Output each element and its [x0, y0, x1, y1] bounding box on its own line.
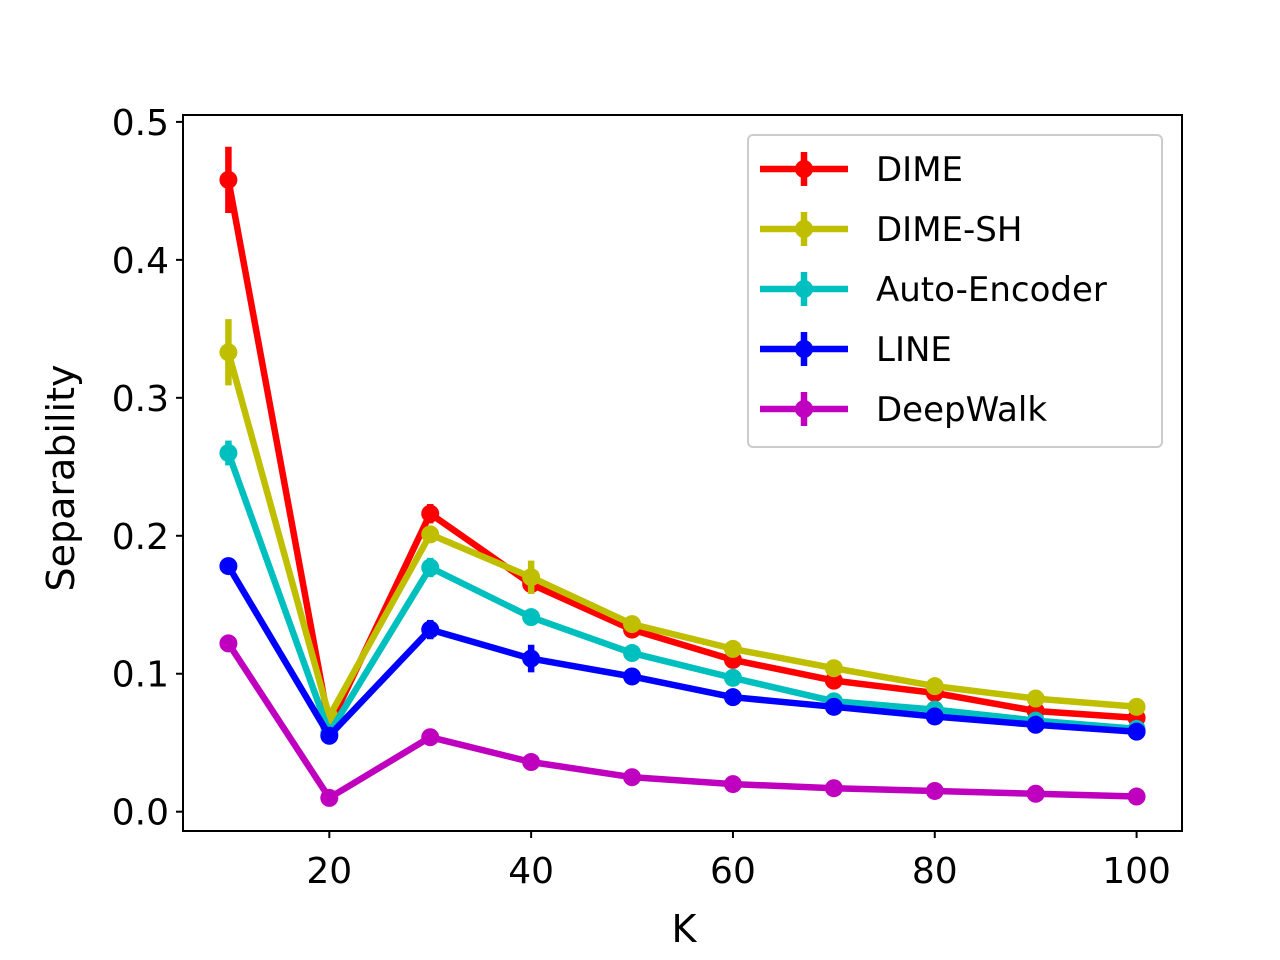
data-point-deepwalk [522, 753, 541, 772]
data-point-deepwalk [925, 781, 944, 800]
axes-layer: 20 40 60 80 100 0.0 0.1 0.2 0.3 0.4 0.5 [112, 103, 1171, 892]
data-point-deepwalk [219, 634, 238, 653]
data-point-line [1026, 715, 1045, 734]
data-point-line [1127, 722, 1146, 741]
y-axis-title: Separability [39, 365, 83, 592]
data-point-line [723, 688, 742, 707]
data-point-auto-encoder [522, 608, 541, 627]
series-line [219, 557, 1146, 745]
data-point-dime-sh [1127, 697, 1146, 716]
x-tick-label: 40 [508, 851, 554, 892]
series-deepwalk [219, 634, 1146, 807]
data-point-line [824, 697, 843, 716]
data-point-line [421, 620, 440, 639]
data-point-line [623, 667, 642, 686]
y-tick-label: 0.4 [112, 241, 169, 282]
data-point-deepwalk [320, 788, 339, 807]
series-line-auto-encoder [225, 451, 1137, 737]
data-point-line [925, 707, 944, 726]
data-point-deepwalk [723, 775, 742, 794]
y-tick-label: 0.2 [112, 517, 169, 558]
legend-label-line: LINE [876, 330, 952, 370]
data-point-auto-encoder [219, 443, 238, 462]
data-point-dime-sh [522, 568, 541, 587]
legend-box [747, 134, 1163, 448]
y-tick-label: 0.1 [112, 655, 169, 696]
x-tick-label: 100 [1102, 851, 1171, 892]
data-point-deepwalk [623, 768, 642, 787]
data-point-deepwalk [1026, 784, 1045, 803]
x-tick-label: 80 [912, 851, 958, 892]
y-tick-label: 0.5 [112, 103, 169, 144]
legend-marker-deepwalk [795, 400, 813, 418]
legend-marker-dime-sh [795, 220, 813, 238]
data-point-auto-encoder [623, 644, 642, 663]
data-point-dime [824, 671, 843, 690]
data-point-dime-sh [421, 525, 440, 544]
series-line-line [225, 564, 1137, 740]
data-point-line [522, 649, 541, 668]
legend-marker-line [795, 340, 813, 358]
data-point-auto-encoder [421, 558, 440, 577]
series-layer [219, 146, 1146, 807]
legend-label-dime: DIME [876, 150, 963, 190]
x-tick-label: 60 [710, 851, 756, 892]
data-point-deepwalk [421, 728, 440, 747]
x-axis-title: K [672, 907, 698, 951]
data-point-dime-sh [723, 639, 742, 658]
x-tick-label: 20 [306, 851, 352, 892]
legend-label-deepwalk: DeepWalk [876, 390, 1047, 430]
y-tick-label: 0.3 [112, 379, 169, 420]
series-line-deepwalk [225, 641, 1137, 802]
data-point-dime [219, 170, 238, 189]
data-point-dime [421, 504, 440, 523]
data-point-auto-encoder [723, 668, 742, 687]
plot-area-frame [182, 114, 1183, 832]
legend-label-auto-encoder: Auto-Encoder [876, 270, 1107, 310]
legend-marker-dime [795, 160, 813, 178]
legend-marker-auto-encoder [795, 280, 813, 298]
data-point-dime-sh [925, 677, 944, 696]
data-point-dime-sh [1026, 689, 1045, 708]
data-point-deepwalk [824, 779, 843, 798]
series-line-dime-sh [225, 351, 1137, 720]
data-point-deepwalk [1127, 787, 1146, 806]
data-point-line [320, 726, 339, 745]
data-point-dime-sh [219, 343, 238, 362]
data-point-line [219, 557, 238, 576]
legend: DIME DIME-SH Auto-Encoder LINE DeepWalk [747, 134, 1163, 448]
y-tick-label: 0.0 [112, 793, 169, 834]
data-point-dime-sh [623, 615, 642, 634]
legend-label-dime-sh: DIME-SH [876, 210, 1022, 250]
data-point-dime-sh [824, 659, 843, 678]
